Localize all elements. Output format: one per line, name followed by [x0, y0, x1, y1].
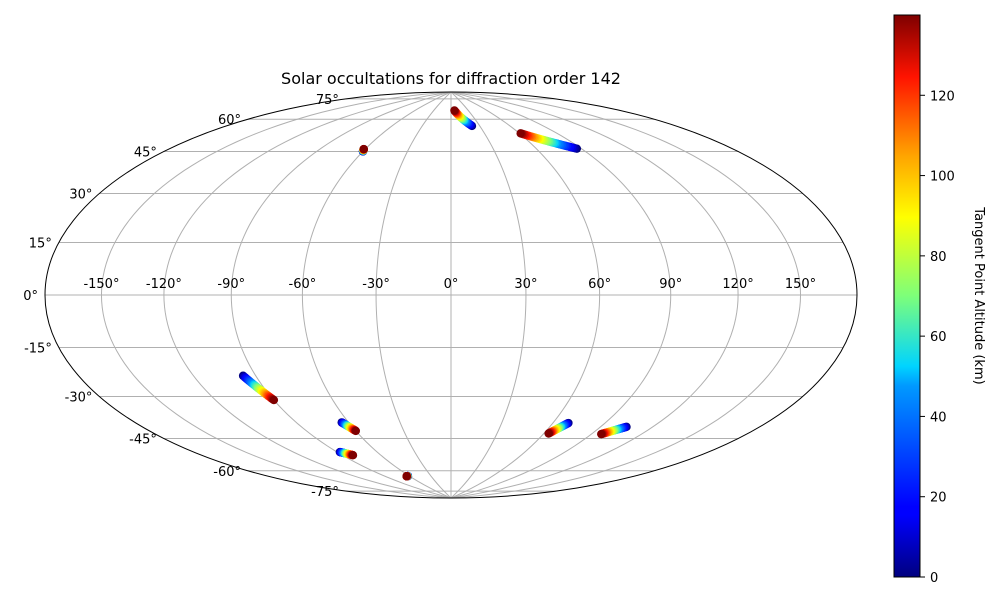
occultation-point [516, 129, 525, 138]
occultation-point [269, 395, 279, 405]
colorbar-ticks: 0 20 40 60 80 100 120 [920, 89, 955, 586]
colorbar-label: Tangent Point Altitude (km) [971, 206, 986, 384]
colorbar-tick-label: 100 [930, 170, 955, 185]
colorbar-gradient [893, 14, 921, 578]
colorbar-tick-label: 0 [930, 571, 938, 586]
chart-title: Solar occultations for diffraction order… [281, 69, 621, 88]
colorbar-tick-label: 80 [930, 250, 947, 265]
longitude-tick-label: -120° [146, 277, 182, 292]
longitude-tick-label: -90° [217, 277, 245, 292]
longitude-tick-label: 30° [514, 277, 537, 292]
longitude-tick-label: -150° [83, 277, 119, 292]
occultation-points [238, 106, 631, 481]
colorbar-tick-label: 120 [930, 89, 955, 104]
colorbar-tick-label: 20 [930, 491, 947, 506]
latitude-tick-label: -60° [213, 465, 241, 480]
colorbar: 0 20 40 60 80 100 120 Tangent Point Altitude (… [893, 14, 986, 586]
latitude-tick-label: 75° [316, 93, 339, 108]
occultation-point [351, 426, 361, 436]
occultation-point [359, 144, 368, 154]
latitude-tick-label: 0° [23, 289, 38, 304]
longitude-tick-label: 60° [588, 277, 611, 292]
longitude-tick-label: 0° [444, 277, 459, 292]
occultation-point [450, 106, 459, 115]
occultation-point [597, 429, 606, 439]
longitude-tick-label: 90° [659, 277, 682, 292]
latitude-tick-label: 15° [29, 236, 52, 251]
longitude-tick-label: 150° [785, 277, 816, 292]
longitude-tick-label: 120° [722, 277, 753, 292]
map-boundary [44, 91, 858, 499]
colorbar-tick-label: 60 [930, 330, 947, 345]
occultation-point [348, 450, 358, 460]
occultation-point [402, 472, 411, 481]
latitude-tick-label: 60° [218, 113, 241, 128]
latitude-tick-labels: -75° -60° -45° -30° -15° 0° 15° 30° 45° 60° 75° [23, 93, 339, 500]
colorbar-tick-label: 40 [930, 410, 947, 425]
latitude-tick-label: 30° [69, 188, 92, 203]
latitude-tick-label: -15° [24, 342, 52, 357]
latitude-tick-label: -45° [129, 433, 157, 448]
occultation-point [544, 429, 553, 438]
latitude-tick-label: -75° [311, 485, 339, 500]
latitude-tick-label: 45° [134, 145, 157, 160]
longitude-tick-label: -30° [362, 277, 390, 292]
graticule [45, 92, 857, 498]
longitude-tick-labels: -150° -120° -90° -60° -30° 0° 30° 60° 90° 120° 150… [83, 277, 816, 292]
longitude-tick-label: -60° [289, 277, 317, 292]
latitude-tick-label: -30° [65, 391, 93, 406]
